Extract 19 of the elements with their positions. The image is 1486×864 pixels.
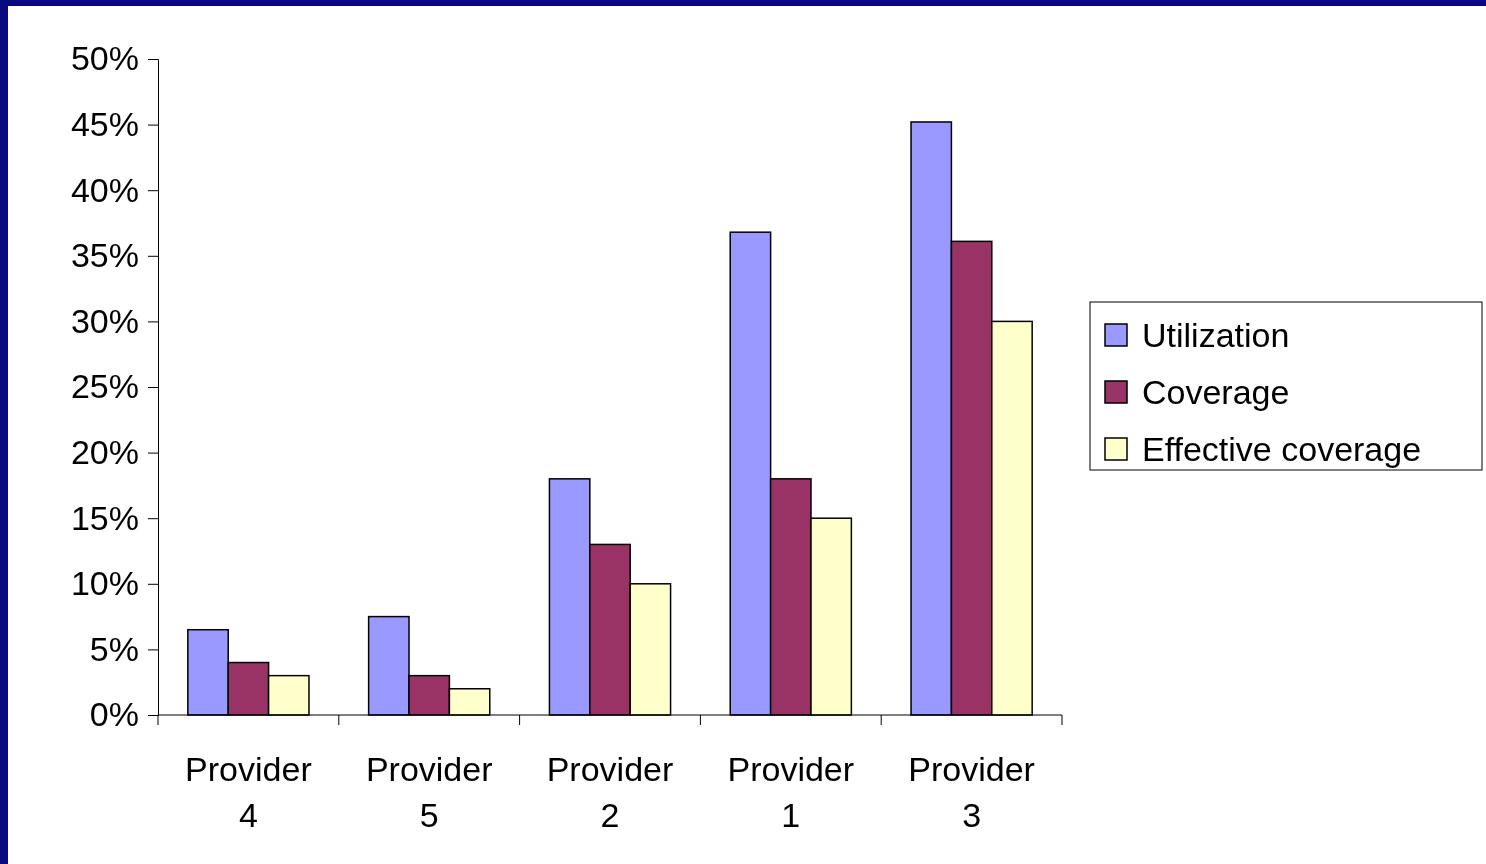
y-tick-label: 40% — [70, 170, 139, 209]
x-tick-label: Provider 2 — [546, 750, 674, 834]
y-tick-label: 15% — [70, 498, 139, 537]
y-tick-label: 45% — [70, 104, 139, 143]
legend-label: Utilization — [1142, 316, 1290, 354]
x-tick-label: Provider 4 — [185, 750, 312, 834]
y-tick-label: 30% — [70, 301, 139, 340]
y-tick-label: 50% — [70, 39, 139, 78]
x-tick-label: Provider 1 — [727, 750, 855, 834]
y-tick-label: 20% — [70, 432, 139, 471]
x-tick-label: Provider 3 — [908, 750, 1035, 834]
y-tick-label: 0% — [89, 695, 139, 734]
y-tick-label: 35% — [70, 236, 139, 275]
legend-label: Effective coverage — [1142, 430, 1422, 468]
legend-label: Coverage — [1142, 373, 1290, 411]
y-tick-label: 25% — [70, 367, 139, 406]
y-tick-label: 5% — [89, 629, 139, 668]
x-tick-label: Provider 5 — [365, 750, 493, 834]
y-tick-label: 10% — [70, 564, 139, 603]
